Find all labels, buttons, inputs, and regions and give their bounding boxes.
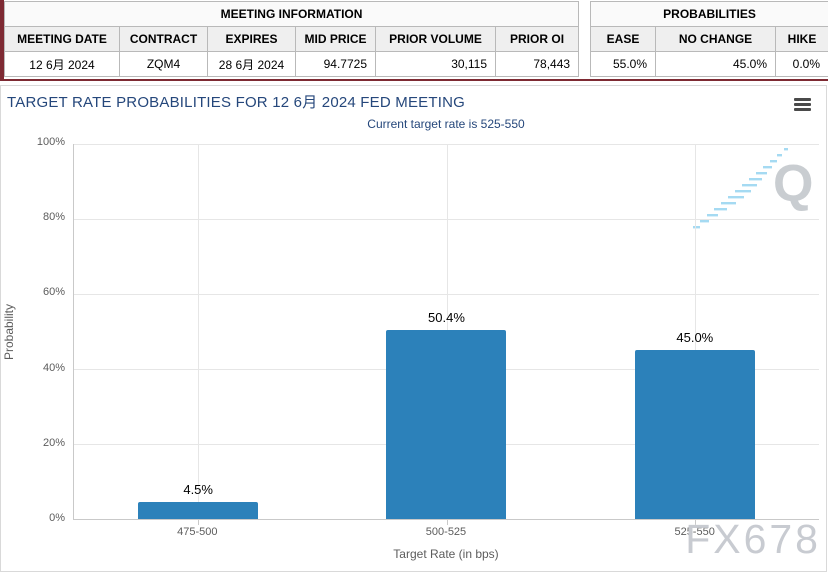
summary-tables-band: MEETING INFORMATION MEETING DATE CONTRAC…	[0, 0, 828, 81]
no-change-value: 45.0%	[655, 51, 776, 77]
x-axis-tick-label: 500-525	[425, 526, 467, 538]
x-axis-tick-label: 475-500	[177, 526, 218, 538]
y-axis-tick-label: 60%	[42, 286, 65, 299]
x-axis-tick	[198, 520, 200, 525]
meeting-information-title: MEETING INFORMATION	[3, 1, 580, 27]
x-axis-category-labels: 475-500 500-525 525-550	[73, 526, 819, 538]
target-rate-probability-chart: TARGET RATE PROBABILITIES FOR 12 6月 2024…	[0, 85, 827, 572]
x-axis-tick	[694, 520, 696, 525]
probabilities-table: PROBABILITIES EASE NO CHANGE HIKE 55.0% …	[589, 1, 828, 77]
y-axis-tick-label: 20%	[42, 436, 65, 449]
y-axis-tick-label: 40%	[42, 361, 65, 374]
gridline	[198, 144, 200, 519]
col-contract: CONTRACT	[119, 26, 208, 52]
col-ease: EASE	[590, 26, 656, 52]
y-axis-tick-label: 0%	[49, 512, 65, 524]
probabilities-title: PROBABILITIES	[589, 1, 828, 27]
probabilities-value-row: 55.0% 45.0% 0.0%	[590, 51, 828, 77]
meeting-information-table: MEETING INFORMATION MEETING DATE CONTRAC…	[3, 1, 580, 77]
chart-title: TARGET RATE PROBABILITIES FOR 12 6月 2024…	[7, 94, 466, 111]
accent-left-strip	[0, 0, 4, 79]
bar-value-label: 50.4%	[428, 310, 465, 325]
col-meeting-date: MEETING DATE	[4, 26, 120, 52]
bar-value-label: 4.5%	[183, 482, 213, 498]
mid-price-value: 94.7725	[295, 51, 376, 77]
accent-bottom-divider	[0, 79, 828, 81]
bar-475-500[interactable]	[138, 502, 259, 519]
meeting-date-value: 12 6月 2024	[4, 51, 120, 77]
prior-volume-value: 30,115	[375, 51, 496, 77]
contract-value: ZQM4	[119, 51, 208, 77]
hamburger-menu-icon[interactable]	[794, 98, 811, 113]
col-prior-volume: PRIOR VOLUME	[375, 26, 496, 52]
col-mid-price: MID PRICE	[295, 26, 376, 52]
bar-500-525[interactable]	[386, 330, 507, 519]
col-no-change: NO CHANGE	[655, 26, 776, 52]
y-axis-tick-label: 100%	[36, 136, 65, 148]
gridline	[694, 144, 696, 519]
x-axis-tick-label: 525-550	[674, 526, 715, 538]
hike-value: 0.0%	[774, 51, 828, 77]
plot-area: 4.5% 50.4% 45.0%	[73, 144, 819, 525]
category-slot-500-525: 50.4%	[322, 144, 570, 519]
bar-525-550[interactable]	[634, 350, 755, 519]
chart-subtitle: Current target rate is 525-550	[367, 117, 525, 131]
expires-value: 28 6月 2024	[207, 51, 296, 77]
bar-value-label: 45.0%	[676, 330, 714, 346]
category-slot-525-550: 45.0%	[571, 144, 819, 519]
prior-oi-value: 78,443	[494, 51, 580, 77]
col-expires: EXPIRES	[207, 26, 296, 52]
meeting-information-header-row: MEETING DATE CONTRACT EXPIRES MID PRICE …	[4, 26, 580, 52]
x-axis-title: Target Rate (in bps)	[393, 547, 499, 561]
y-axis-title: Probability	[2, 303, 16, 361]
ease-value: 55.0%	[590, 51, 656, 77]
col-prior-oi: PRIOR OI	[494, 26, 580, 52]
x-axis-tick	[446, 520, 448, 525]
col-hike: HIKE	[774, 26, 828, 52]
probabilities-header-row: EASE NO CHANGE HIKE	[590, 26, 828, 52]
meeting-information-value-row: 12 6月 2024 ZQM4 28 6月 2024 94.7725 30,11…	[4, 51, 580, 77]
category-slot-475-500: 4.5%	[74, 144, 322, 519]
y-axis-tick-label: 80%	[42, 211, 65, 224]
